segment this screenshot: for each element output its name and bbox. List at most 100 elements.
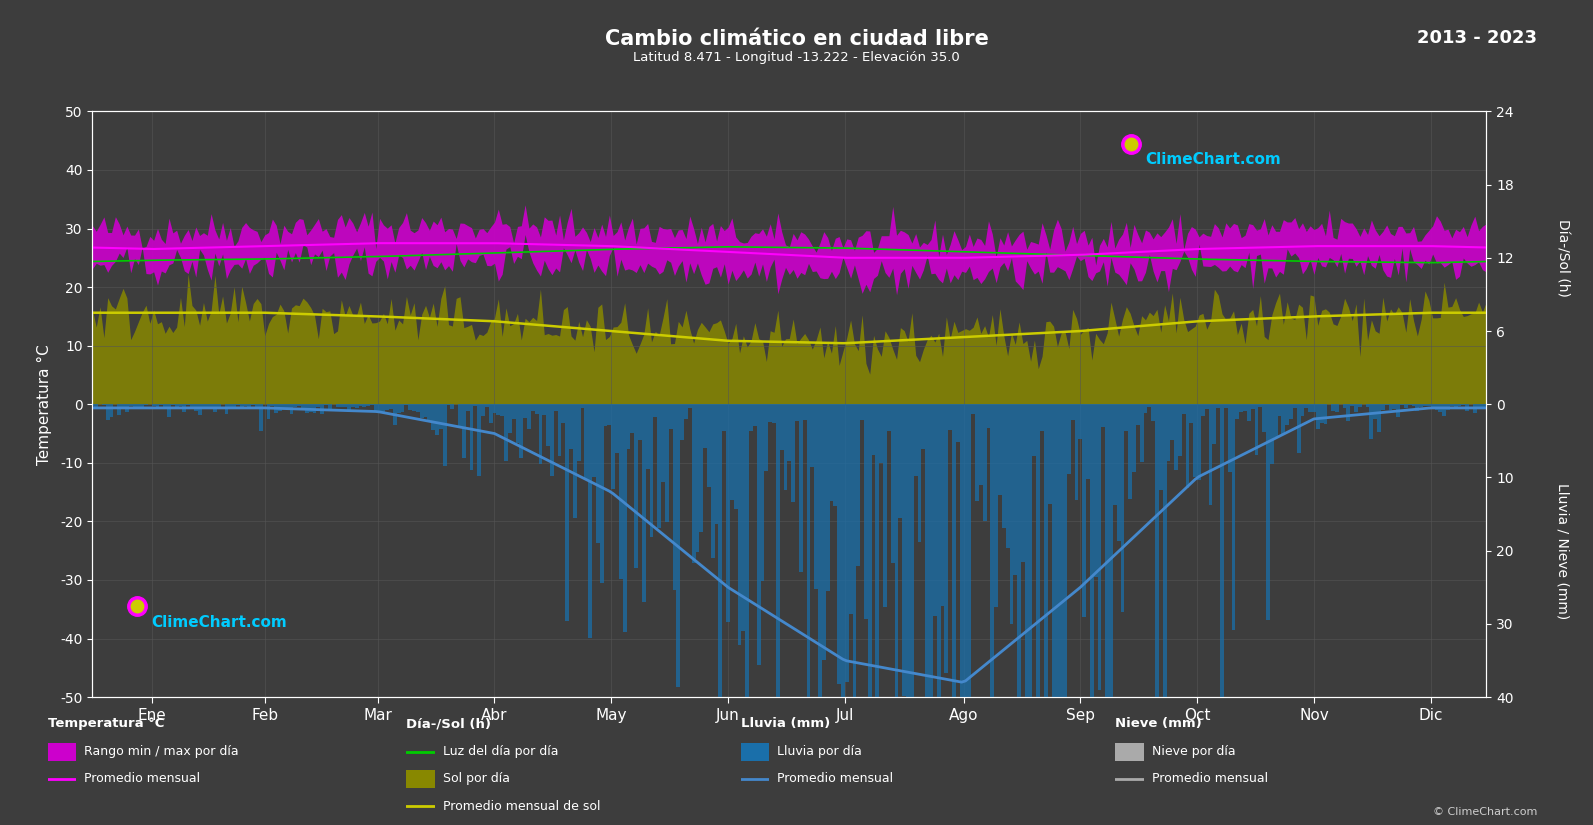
Bar [503,404,508,461]
Bar [1155,404,1158,771]
Bar [683,404,688,419]
Bar [898,404,902,518]
Bar [825,404,830,592]
Bar [1316,404,1319,429]
Bar [959,404,964,825]
Text: Luz del día por día: Luz del día por día [443,745,559,758]
Bar [1408,404,1411,405]
Bar [593,404,596,477]
Bar [999,404,1002,495]
Bar [1466,404,1469,411]
Bar [1266,404,1270,620]
Bar [1332,404,1335,411]
Bar [661,404,664,483]
Bar [247,404,252,408]
Bar [347,404,350,412]
Bar [285,404,290,410]
Bar [1231,404,1236,630]
Bar [601,404,604,583]
Bar [830,404,833,502]
Bar [890,404,895,563]
Bar [427,404,432,420]
Bar [688,404,691,408]
Bar [757,404,760,665]
Bar [573,404,577,518]
Bar [1094,404,1098,577]
Bar [857,404,860,566]
Bar [416,404,421,412]
Bar [1438,404,1442,412]
Bar [312,404,317,412]
Bar [1075,404,1078,500]
Bar [1063,404,1067,710]
Bar [1351,404,1354,406]
Bar [190,404,194,408]
Bar [844,404,849,682]
Bar [162,404,167,408]
Bar [738,404,741,645]
Bar [871,404,876,455]
Bar [484,404,489,408]
Bar [194,404,198,411]
Bar [1166,404,1171,461]
Bar [765,404,768,470]
Bar [623,404,626,632]
Bar [1313,404,1316,412]
Bar [964,404,967,825]
Bar [1446,404,1450,410]
Bar [241,404,244,408]
Bar [91,404,94,406]
Bar [1051,404,1056,825]
Bar [760,404,765,581]
Bar [699,404,703,532]
Bar [868,404,871,825]
Bar [401,404,405,412]
Bar [585,404,588,480]
Bar [1136,404,1139,425]
Bar [339,404,342,407]
Bar [408,404,413,410]
Bar [1236,404,1239,419]
Bar [202,404,205,408]
Bar [784,404,787,490]
Bar [910,404,914,825]
Bar [175,404,178,408]
Bar [580,404,585,408]
Bar [1139,404,1144,462]
Bar [1370,404,1373,439]
Bar [362,404,366,408]
Bar [1278,404,1281,416]
Bar [558,404,561,456]
Bar [121,404,124,408]
Bar [1078,404,1082,439]
Bar [811,404,814,467]
Bar [588,404,593,638]
Bar [806,404,811,780]
Bar [328,404,331,409]
Bar [672,404,677,591]
Bar [1086,404,1090,479]
Bar [366,404,370,406]
Bar [819,404,822,825]
Bar [703,404,707,448]
Bar [1450,404,1454,406]
Bar [298,404,301,406]
Bar [473,404,478,406]
Bar [1021,404,1024,562]
Bar [1281,404,1286,434]
Bar [1255,404,1258,455]
Bar [1365,404,1370,407]
Text: Cambio climático en ciudad libre: Cambio climático en ciudad libre [605,29,988,49]
Bar [849,404,852,615]
Text: Lluvia / Nieve (mm): Lluvia / Nieve (mm) [1556,483,1571,619]
Bar [1239,404,1243,412]
Bar [500,404,503,417]
Bar [228,404,233,408]
Bar [381,404,386,412]
Bar [516,404,519,443]
Bar [124,404,129,412]
Bar [1247,404,1251,422]
Bar [1354,404,1357,412]
Text: Promedio mensual: Promedio mensual [84,772,201,785]
Bar [255,404,260,408]
